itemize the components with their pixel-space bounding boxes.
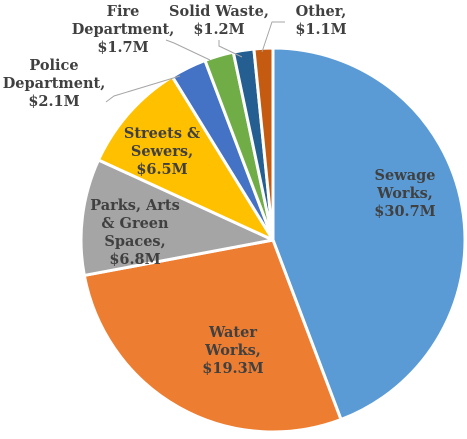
slice-label-line: Other, [296, 3, 347, 20]
leader-lines [105, 21, 285, 103]
slice-label-line: Parks, Arts [90, 197, 180, 214]
slice-label-2: Parks, Arts & Green Spaces, $6.8M [90, 197, 180, 268]
slice-label-line: Water [208, 324, 257, 341]
leader-line-5 [165, 39, 211, 61]
slice-label-7: Other, $1.1M [295, 3, 346, 38]
slice-label-0: Sewage Works, $30.7M [374, 167, 435, 220]
slice-label-line: Police [29, 57, 78, 74]
leader-line-4 [105, 75, 181, 103]
slice-label-line: & Green [101, 215, 169, 232]
slice-label-line: Solid Waste, [169, 3, 269, 20]
leader-line-6 [218, 40, 243, 58]
slice-label-5: Fire Department, $1.7M [72, 3, 175, 56]
slice-label-line: $30.7M [374, 203, 435, 220]
slice-label-line: $1.2M [193, 21, 244, 38]
slice-label-line: $2.1M [28, 93, 79, 110]
pie-slice-2 [79, 158, 275, 277]
slice-label-line: Department, [3, 75, 106, 92]
pie-slice-0 [271, 46, 467, 422]
slice-label-line: $6.8M [109, 251, 160, 268]
slice-label-line: $19.3M [202, 360, 263, 377]
slice-label-line: Spaces, [104, 233, 165, 250]
slice-label-line: Works, [204, 342, 261, 359]
slice-label-1: Water Works, $19.3M [202, 324, 263, 377]
slice-label-line: Fire [107, 3, 140, 20]
pie-slice-1 [82, 238, 343, 434]
slice-label-line: Department, [72, 21, 175, 38]
slice-label-6: Solid Waste, $1.2M [169, 3, 269, 38]
slice-label-line: Works, [376, 185, 433, 202]
leader-line-7 [261, 21, 285, 53]
slice-label-line: $1.7M [97, 39, 148, 56]
slice-label-line: Streets & [124, 125, 200, 142]
slice-label-line: Sewage [375, 167, 436, 184]
slice-label-3: Streets & Sewers, $6.5M [124, 125, 200, 178]
slice-label-line: $1.1M [295, 21, 346, 38]
slice-label-4: Police Department, $2.1M [3, 57, 106, 110]
slice-label-line: Sewers, [131, 143, 193, 160]
pie-slice-3 [96, 75, 275, 242]
slice-label-line: $6.5M [136, 161, 187, 178]
pie-slices [79, 46, 467, 434]
